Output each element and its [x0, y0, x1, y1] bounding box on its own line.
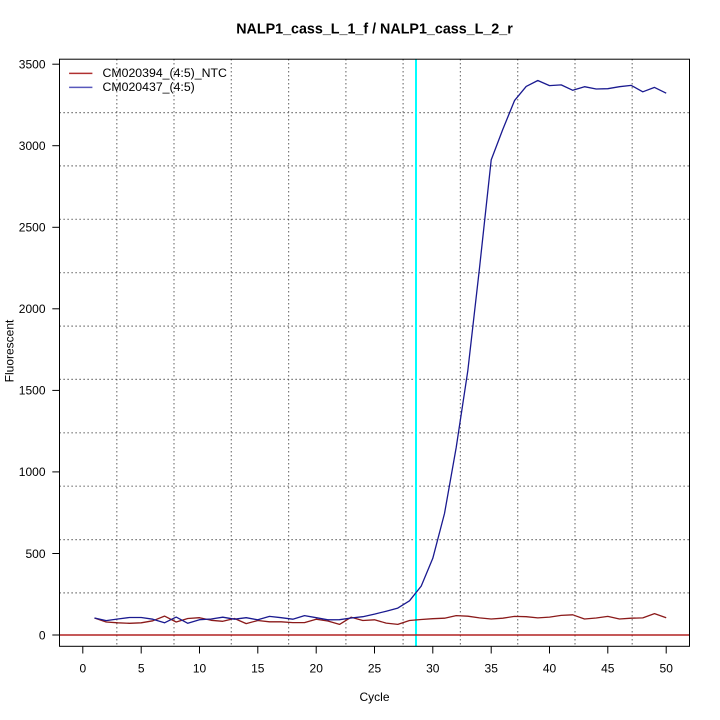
svg-text:0: 0 — [39, 628, 46, 642]
svg-text:2000: 2000 — [19, 302, 46, 316]
svg-text:NALP1_cass_L_1_f / NALP1_cass_: NALP1_cass_L_1_f / NALP1_cass_L_2_r — [236, 22, 513, 38]
svg-text:10: 10 — [193, 661, 207, 675]
svg-text:Fluorescent: Fluorescent — [3, 319, 17, 382]
svg-text:40: 40 — [543, 661, 557, 675]
svg-text:35: 35 — [485, 661, 499, 675]
svg-text:CM020394_(4:5)_NTC: CM020394_(4:5)_NTC — [103, 66, 228, 80]
svg-text:0: 0 — [79, 661, 86, 675]
svg-text:30: 30 — [426, 661, 440, 675]
svg-text:Cycle: Cycle — [359, 690, 389, 704]
svg-text:20: 20 — [310, 661, 324, 675]
svg-text:15: 15 — [251, 661, 265, 675]
svg-text:500: 500 — [25, 547, 45, 561]
svg-text:5: 5 — [138, 661, 145, 675]
svg-text:1500: 1500 — [19, 384, 46, 398]
svg-text:3500: 3500 — [19, 58, 46, 72]
svg-text:45: 45 — [601, 661, 615, 675]
svg-text:50: 50 — [660, 661, 674, 675]
svg-text:3000: 3000 — [19, 139, 46, 153]
svg-text:1000: 1000 — [19, 465, 46, 479]
svg-text:2500: 2500 — [19, 221, 46, 235]
svg-text:CM020437_(4:5): CM020437_(4:5) — [103, 80, 195, 94]
svg-text:25: 25 — [368, 661, 382, 675]
